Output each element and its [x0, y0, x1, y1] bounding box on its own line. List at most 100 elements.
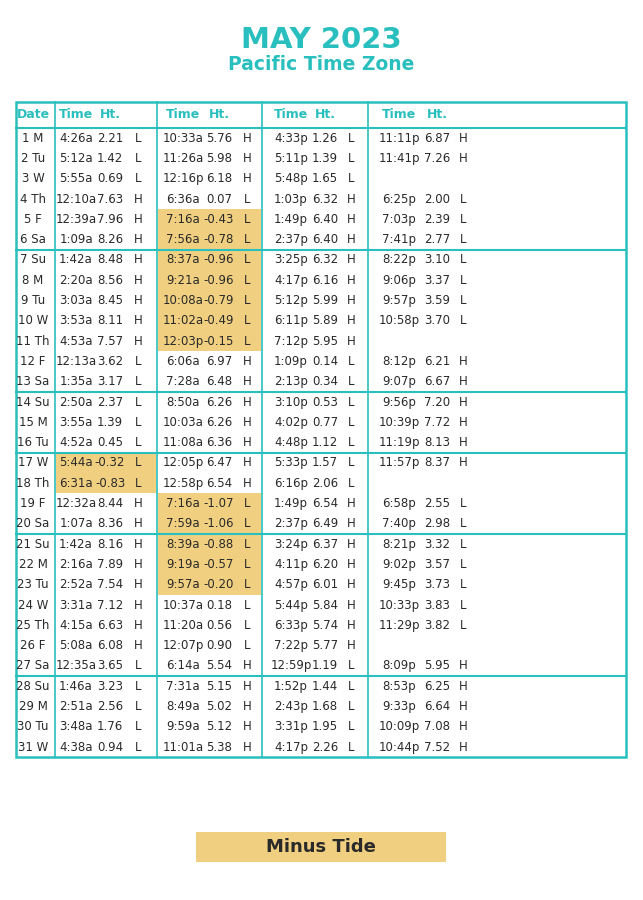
Text: 4:15a: 4:15a [59, 619, 93, 632]
Text: 10:09p: 10:09p [378, 720, 420, 733]
Text: -0.78: -0.78 [204, 233, 234, 246]
Text: H: H [458, 416, 467, 428]
Text: 13 Sa: 13 Sa [16, 375, 50, 388]
Bar [158, 574, 261, 595]
Text: Pacific Time Zone: Pacific Time Zone [228, 56, 414, 75]
Text: 6.54: 6.54 [312, 497, 338, 510]
Text: H: H [134, 213, 142, 226]
Text: 4:52a: 4:52a [59, 436, 93, 449]
Text: 8:22p: 8:22p [382, 254, 416, 266]
Text: L: L [135, 416, 141, 428]
Text: 1 M: 1 M [23, 131, 44, 145]
Text: -1.06: -1.06 [204, 518, 234, 530]
Text: Ht.: Ht. [314, 109, 336, 122]
Text: H: H [458, 375, 467, 388]
Text: -0.15: -0.15 [204, 335, 234, 347]
Text: 5 F: 5 F [24, 213, 42, 226]
Text: 16 Tu: 16 Tu [17, 436, 49, 449]
Text: 10:33a: 10:33a [163, 131, 203, 145]
Text: 3.82: 3.82 [424, 619, 450, 632]
Text: -0.96: -0.96 [204, 254, 234, 266]
Text: 3.10: 3.10 [424, 254, 450, 266]
Text: 1:49p: 1:49p [274, 213, 308, 226]
Text: 3.70: 3.70 [424, 314, 450, 328]
Text: L: L [135, 152, 141, 165]
Text: -0.32: -0.32 [95, 456, 125, 470]
Text: 1:09a: 1:09a [59, 233, 93, 246]
Text: 4:02p: 4:02p [274, 416, 308, 428]
Text: 1.42: 1.42 [97, 152, 123, 165]
Text: 6.54: 6.54 [206, 477, 232, 490]
Bar [158, 209, 261, 230]
Text: 6:06a: 6:06a [166, 355, 200, 368]
Text: 1.76: 1.76 [97, 720, 123, 733]
Text: 8.11: 8.11 [97, 314, 123, 328]
Text: 7 Su: 7 Su [20, 254, 46, 266]
Bar [158, 230, 261, 250]
Text: 4:26a: 4:26a [59, 131, 93, 145]
Text: L: L [348, 680, 354, 693]
Text: 3:03a: 3:03a [59, 294, 93, 307]
Text: L: L [135, 396, 141, 409]
Text: 25 Th: 25 Th [16, 619, 50, 632]
Text: 1.26: 1.26 [312, 131, 338, 145]
Text: L: L [244, 274, 250, 287]
Text: L: L [135, 720, 141, 733]
Text: H: H [134, 193, 142, 205]
Text: 7:16a: 7:16a [166, 497, 200, 510]
Text: 11:11p: 11:11p [378, 131, 420, 145]
Text: 6.18: 6.18 [206, 172, 232, 185]
Text: 3.57: 3.57 [424, 558, 450, 571]
Text: 5:44p: 5:44p [274, 598, 308, 612]
Text: 3:31a: 3:31a [59, 598, 93, 612]
Text: 5.02: 5.02 [206, 700, 232, 713]
Text: 3:55a: 3:55a [59, 416, 93, 428]
Bar [56, 453, 156, 473]
Text: 0.14: 0.14 [312, 355, 338, 368]
Text: 0.77: 0.77 [312, 416, 338, 428]
Text: 3.37: 3.37 [424, 274, 450, 287]
Text: L: L [244, 314, 250, 328]
Text: 9:57a: 9:57a [166, 579, 200, 591]
Text: 6.21: 6.21 [424, 355, 450, 368]
Text: 3.32: 3.32 [424, 537, 450, 551]
Text: 24 W: 24 W [18, 598, 48, 612]
Text: H: H [458, 741, 467, 753]
Text: 6.26: 6.26 [206, 396, 232, 409]
Text: 9:07p: 9:07p [382, 375, 416, 388]
Text: 6.32: 6.32 [312, 193, 338, 205]
Text: 6:16p: 6:16p [274, 477, 308, 490]
Text: 9:33p: 9:33p [382, 700, 416, 713]
Text: 8:09p: 8:09p [382, 660, 416, 672]
Text: 21 Su: 21 Su [16, 537, 50, 551]
Text: 0.69: 0.69 [97, 172, 123, 185]
Text: 6.16: 6.16 [312, 274, 338, 287]
Text: 0.56: 0.56 [206, 619, 232, 632]
Text: 12:13a: 12:13a [55, 355, 96, 368]
Bar [158, 514, 261, 534]
Bar [158, 534, 261, 554]
Text: 8:53p: 8:53p [382, 680, 416, 693]
Text: 2 Tu: 2 Tu [21, 152, 45, 165]
Text: 11:01a: 11:01a [163, 741, 204, 753]
Text: 5.38: 5.38 [206, 741, 232, 753]
Text: 11:26a: 11:26a [163, 152, 204, 165]
Text: L: L [244, 598, 250, 612]
Text: 6.49: 6.49 [312, 518, 338, 530]
Text: 2:43p: 2:43p [274, 700, 308, 713]
Text: H: H [347, 537, 356, 551]
Text: 11:02a: 11:02a [163, 314, 204, 328]
Text: 2:51a: 2:51a [59, 700, 93, 713]
Text: L: L [244, 518, 250, 530]
Text: 5.15: 5.15 [206, 680, 232, 693]
Text: 9:57p: 9:57p [382, 294, 416, 307]
Text: L: L [244, 213, 250, 226]
Text: 6.20: 6.20 [312, 558, 338, 571]
Text: H: H [134, 294, 142, 307]
Text: H: H [242, 660, 251, 672]
Text: Ht.: Ht. [208, 109, 230, 122]
Text: 4:33p: 4:33p [274, 131, 308, 145]
Text: H: H [242, 152, 251, 165]
Text: 4:53a: 4:53a [59, 335, 93, 347]
Text: 1.12: 1.12 [312, 436, 338, 449]
